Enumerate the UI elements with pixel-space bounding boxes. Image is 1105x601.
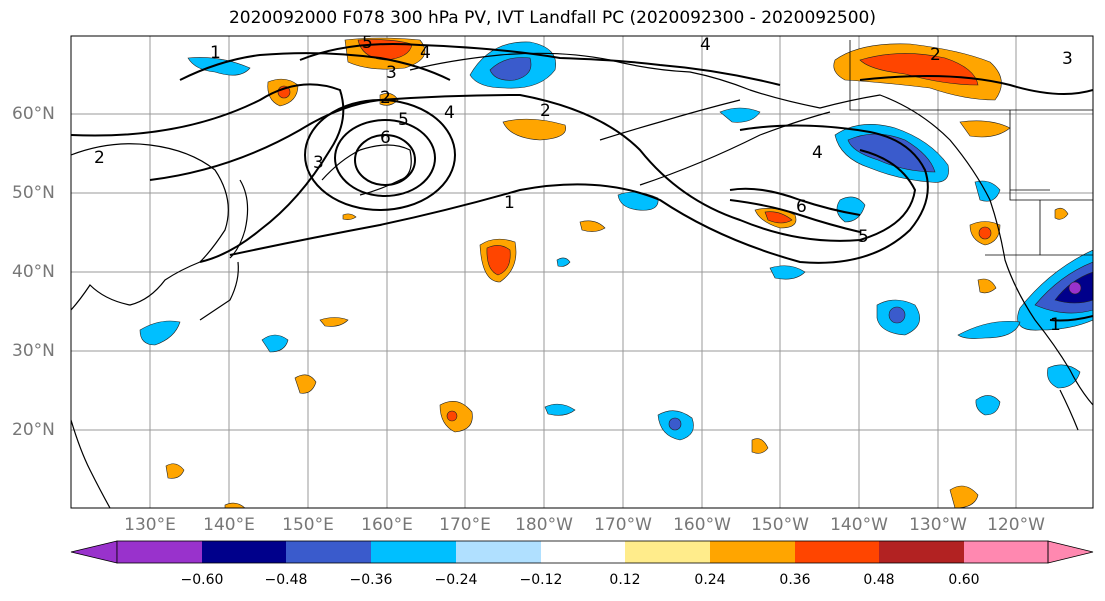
contour-label: 5 [858,227,869,247]
contour-label: 1 [504,193,515,213]
colorbar-tick-label: −0.24 [434,572,478,588]
contour-label: 5 [362,33,373,53]
map-title: 2020092000 F078 300 hPa PV, IVT Landfall… [228,8,876,28]
contour-label: 4 [700,35,711,55]
colorbar-tick-label: −0.48 [264,572,308,588]
colorbar-tick-label: 0.48 [863,572,895,588]
contour-label: 1 [210,43,221,63]
colorbar-bin [964,541,1048,563]
contour-label: 6 [796,197,807,217]
lon-label: 130°E [124,515,176,535]
lat-label: 40°N [12,262,55,282]
contour-labels: 1 2 3 4 5 6 1 2 3 4 5 6 2 4 1 2 3 4 5 6 [94,33,1073,335]
colorbar [70,540,1094,564]
contour-label: 4 [420,43,431,63]
borders [849,40,1093,256]
lon-label: 170°W [594,515,652,535]
colorbar-bin [286,541,371,563]
contour-label: 2 [94,148,105,168]
contour-label: 1 [1050,315,1061,335]
contour-label: 2 [930,45,941,65]
colorbar-bin [879,541,964,563]
lon-label: 150°W [751,515,809,535]
contour-label: 5 [398,110,409,130]
lat-label: 20°N [12,420,55,440]
contour-label: 2 [540,101,551,121]
colorbar-bin [710,541,795,563]
pv-contours [71,43,1093,322]
graticule [71,36,1093,508]
colorbar-tick-label: 0.12 [609,572,641,588]
lon-label: 130°W [909,515,967,535]
lon-label: 140°E [203,515,255,535]
contour-label: 4 [812,143,823,163]
colorbar-bin [795,541,879,563]
lat-label: 50°N [12,183,55,203]
lon-label: 180°W [515,515,573,535]
lon-label: 120°W [987,515,1045,535]
contour-label: 3 [386,63,397,83]
colorbar-bin [541,541,625,563]
colorbar-bin [456,541,541,563]
colorbar-extend-low [70,540,118,564]
pv-shading [139,37,1093,508]
colorbar-tick-label: 0.36 [779,572,811,588]
colorbar-bin [117,541,202,563]
contour-label: 6 [380,128,391,148]
lon-label: 140°W [830,515,888,535]
contour-label: 2 [380,88,391,108]
colorbar-tick-label: −0.36 [349,572,393,588]
coastlines [71,52,1093,508]
contour-label: 3 [313,153,324,173]
colorbar-tick-label: 0.60 [948,572,980,588]
colorbar-bin [625,541,710,563]
lon-label: 160°W [673,515,731,535]
lon-label: 170°E [439,515,491,535]
lon-label: 160°E [361,515,413,535]
colorbar-bin [371,541,456,563]
colorbar-tick-label: −0.12 [519,572,563,588]
colorbar-extend-high [1047,540,1094,564]
lon-label: 150°E [282,515,334,535]
colorbar-tick-label: 0.24 [694,572,726,588]
lat-label: 60°N [12,104,55,124]
contour-label: 3 [1062,49,1073,69]
contour-label: 4 [444,103,455,123]
lat-label: 30°N [12,341,55,361]
colorbar-bin [202,541,286,563]
colorbar-tick-label: −0.60 [180,572,224,588]
